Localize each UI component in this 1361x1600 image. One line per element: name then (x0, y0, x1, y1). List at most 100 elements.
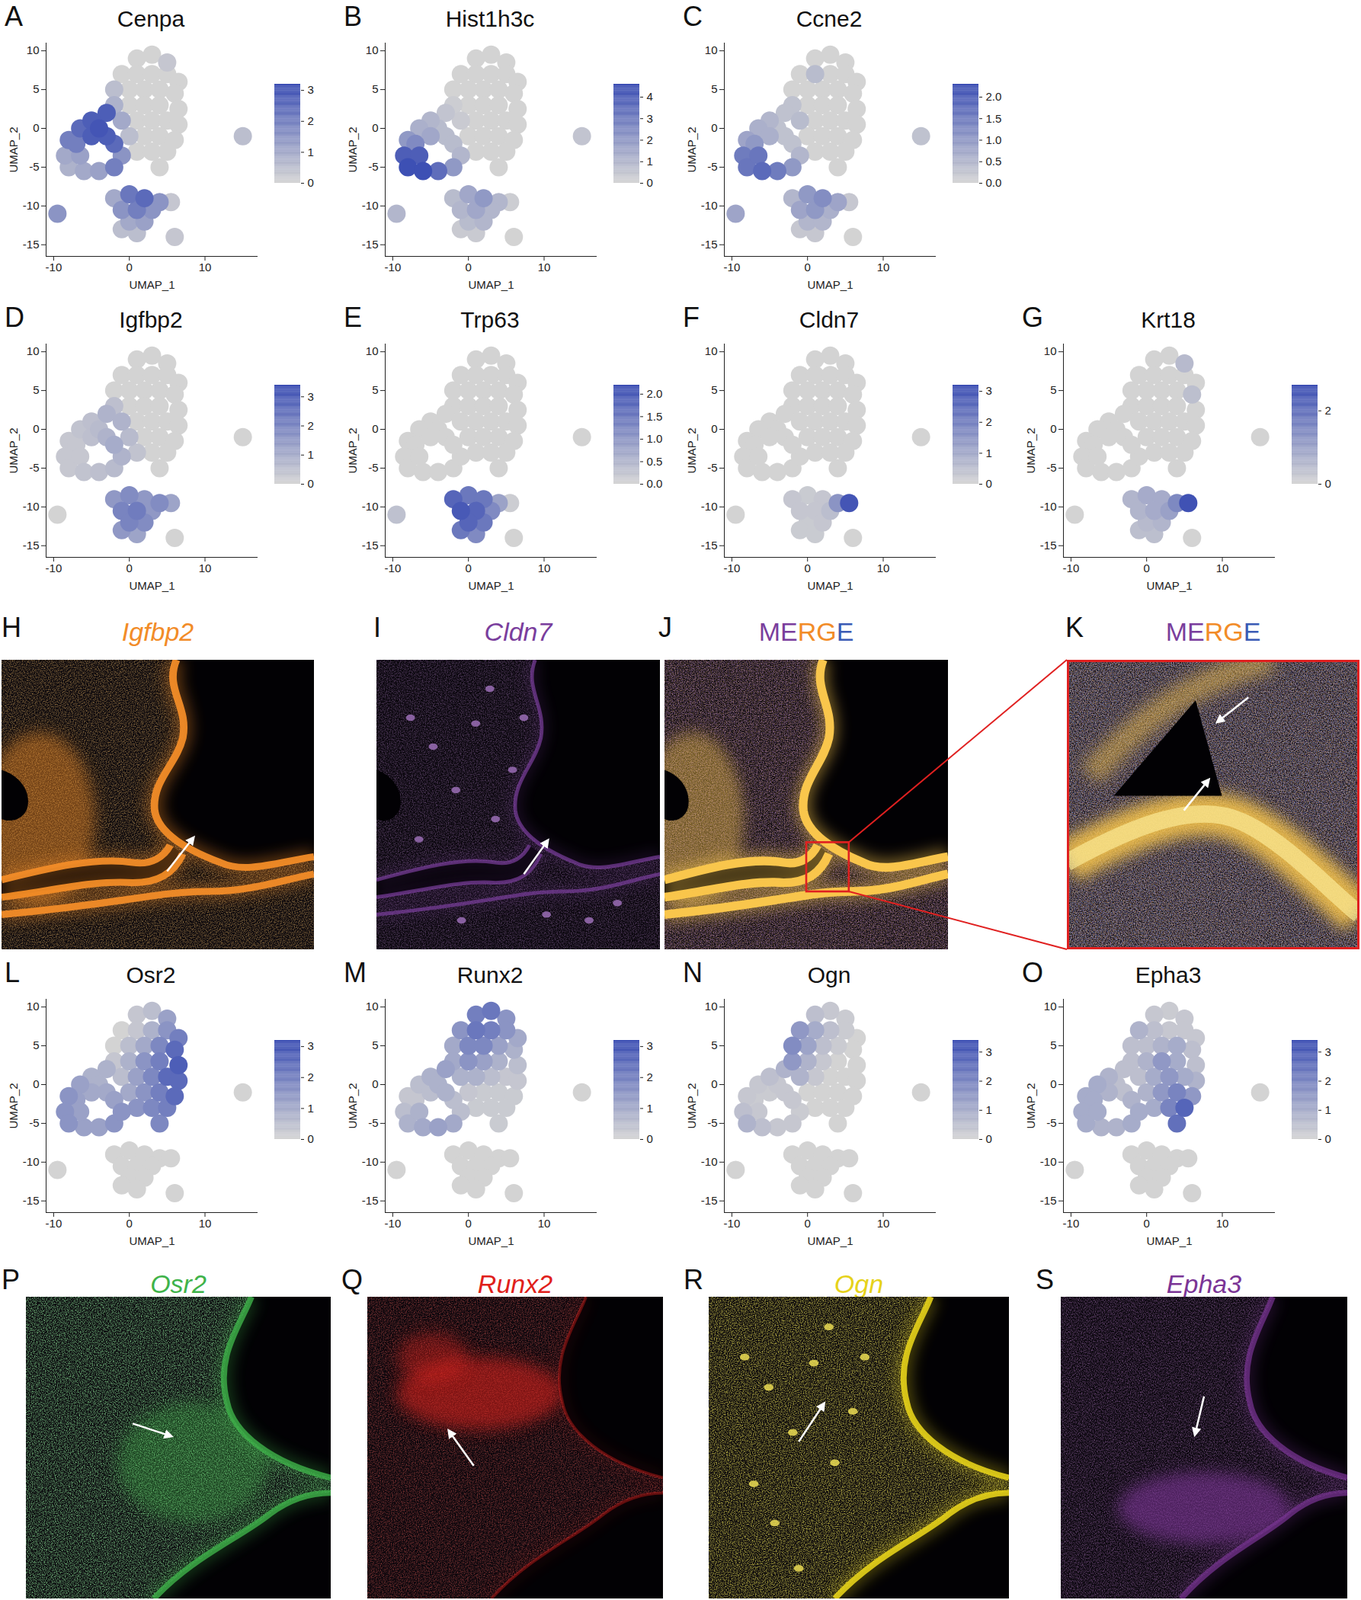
svg-text:-15: -15 (22, 538, 40, 552)
svg-text:10: 10 (365, 344, 379, 358)
svg-text:-10: -10 (723, 260, 741, 274)
svg-text:UMAP_1: UMAP_1 (467, 278, 514, 292)
svg-text:1: 1 (646, 154, 654, 168)
svg-text:0: 0 (710, 1077, 718, 1091)
svg-text:-15: -15 (701, 1194, 718, 1208)
svg-text:2: 2 (986, 415, 993, 429)
svg-text:0: 0 (371, 121, 378, 135)
svg-text:3: 3 (307, 390, 314, 404)
svg-text:UMAP_1: UMAP_1 (128, 1234, 175, 1248)
svg-text:UMAP_1: UMAP_1 (128, 278, 175, 292)
svg-text:10: 10 (365, 43, 379, 57)
svg-text:-15: -15 (701, 538, 718, 552)
svg-text:UMAP_1: UMAP_1 (806, 278, 853, 292)
svg-text:-5: -5 (28, 160, 39, 173)
svg-text:-15: -15 (22, 1194, 40, 1208)
svg-text:0.5: 0.5 (986, 154, 1003, 168)
svg-text:-5: -5 (1046, 461, 1057, 474)
svg-text:0: 0 (126, 260, 133, 274)
svg-text:0: 0 (465, 260, 472, 274)
svg-text:-10: -10 (361, 1155, 379, 1169)
svg-text:0: 0 (986, 1132, 993, 1146)
svg-text:-10: -10 (22, 1155, 40, 1169)
svg-text:5: 5 (1050, 383, 1057, 397)
svg-text:0: 0 (1325, 1132, 1332, 1146)
svg-text:0: 0 (986, 477, 993, 490)
svg-text:0: 0 (1050, 422, 1057, 436)
svg-text:10: 10 (537, 1216, 551, 1230)
svg-text:5: 5 (1050, 1038, 1057, 1052)
svg-text:0: 0 (371, 1077, 378, 1091)
svg-text:0: 0 (710, 121, 718, 135)
svg-text:10: 10 (877, 561, 891, 575)
svg-text:-5: -5 (368, 160, 378, 173)
svg-text:-5: -5 (28, 461, 39, 474)
svg-text:UMAP_2: UMAP_2 (6, 1082, 20, 1129)
svg-text:5: 5 (371, 82, 378, 96)
svg-text:-10: -10 (701, 499, 718, 513)
svg-text:10: 10 (537, 561, 551, 575)
svg-text:0: 0 (307, 176, 314, 189)
svg-text:0.0: 0.0 (646, 477, 663, 490)
svg-text:5: 5 (32, 383, 39, 397)
svg-text:3: 3 (307, 83, 314, 97)
svg-text:-10: -10 (384, 561, 402, 575)
svg-text:10: 10 (26, 999, 40, 1013)
svg-text:UMAP_1: UMAP_1 (806, 579, 853, 593)
svg-text:10: 10 (704, 344, 718, 358)
svg-text:3: 3 (1325, 1045, 1332, 1059)
svg-text:-5: -5 (707, 1116, 718, 1130)
svg-text:UMAP_1: UMAP_1 (806, 1234, 853, 1248)
svg-text:2: 2 (1325, 1074, 1332, 1088)
svg-text:-15: -15 (361, 1194, 379, 1208)
svg-text:-10: -10 (384, 1216, 402, 1230)
svg-text:-10: -10 (361, 499, 379, 513)
svg-text:UMAP_2: UMAP_2 (685, 1082, 699, 1129)
svg-text:-15: -15 (1040, 1194, 1057, 1208)
svg-text:10: 10 (1043, 999, 1057, 1013)
svg-text:10: 10 (704, 999, 718, 1013)
svg-text:0: 0 (646, 176, 654, 189)
svg-text:-10: -10 (1063, 561, 1080, 575)
svg-text:2: 2 (1325, 403, 1332, 417)
svg-text:-10: -10 (361, 198, 379, 212)
svg-text:-10: -10 (723, 1216, 741, 1230)
svg-text:1: 1 (307, 145, 314, 159)
svg-text:-10: -10 (701, 1155, 718, 1169)
svg-text:UMAP_2: UMAP_2 (1024, 1082, 1038, 1129)
svg-text:0: 0 (371, 422, 378, 436)
svg-text:1: 1 (646, 1101, 654, 1115)
svg-text:1: 1 (307, 448, 314, 462)
svg-text:10: 10 (537, 260, 551, 274)
svg-text:-5: -5 (1046, 1116, 1057, 1130)
svg-text:-5: -5 (368, 1116, 378, 1130)
svg-text:UMAP_2: UMAP_2 (685, 126, 699, 173)
svg-text:4: 4 (646, 89, 654, 103)
svg-text:5: 5 (371, 1038, 378, 1052)
svg-text:2.0: 2.0 (986, 89, 1003, 103)
svg-text:UMAP_1: UMAP_1 (1146, 1234, 1192, 1248)
svg-text:-10: -10 (45, 561, 63, 575)
svg-text:0: 0 (32, 422, 39, 436)
svg-text:1.0: 1.0 (646, 432, 663, 446)
svg-text:10: 10 (365, 999, 379, 1013)
svg-text:UMAP_2: UMAP_2 (345, 1082, 359, 1129)
svg-text:5: 5 (32, 82, 39, 96)
svg-text:1.5: 1.5 (646, 409, 663, 423)
svg-text:0: 0 (804, 561, 811, 575)
svg-text:UMAP_2: UMAP_2 (685, 427, 699, 474)
svg-text:10: 10 (198, 1216, 212, 1230)
svg-text:5: 5 (710, 82, 718, 96)
svg-text:2: 2 (307, 419, 314, 433)
svg-text:0: 0 (307, 1132, 314, 1146)
svg-text:10: 10 (26, 43, 40, 57)
svg-text:2: 2 (307, 114, 314, 128)
svg-text:0: 0 (1143, 1216, 1150, 1230)
svg-text:5: 5 (710, 1038, 718, 1052)
svg-text:0: 0 (32, 1077, 39, 1091)
svg-text:0: 0 (32, 121, 39, 135)
svg-text:10: 10 (198, 561, 212, 575)
svg-text:1: 1 (1325, 1103, 1332, 1117)
svg-text:-10: -10 (45, 1216, 63, 1230)
svg-text:UMAP_2: UMAP_2 (345, 126, 359, 173)
